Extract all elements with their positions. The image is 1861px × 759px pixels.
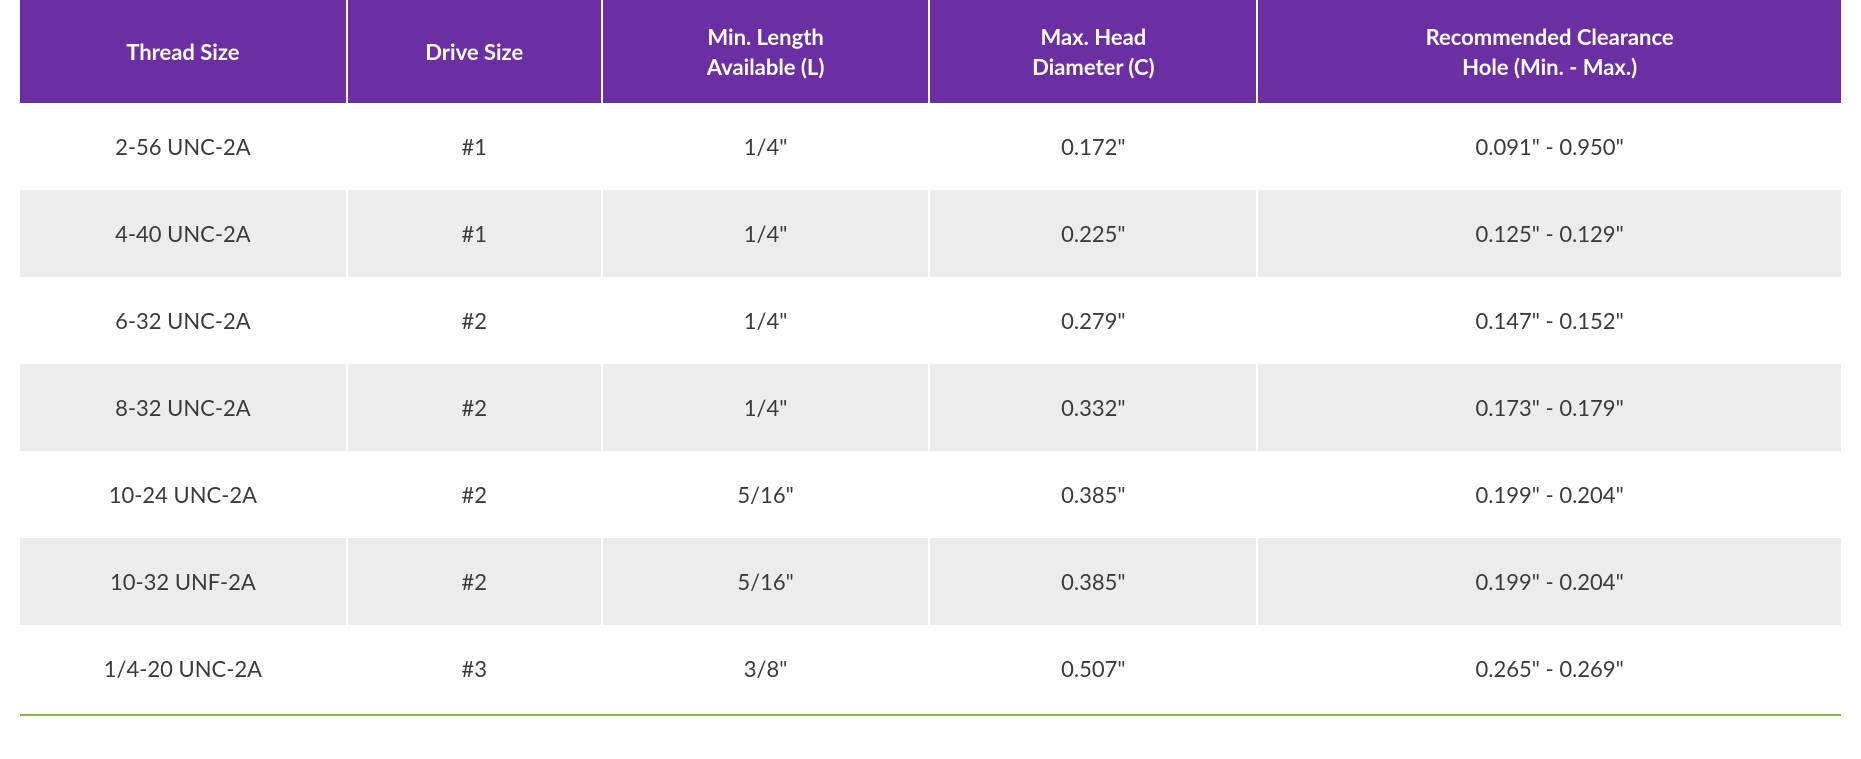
header-line: Hole (Min. - Max.) — [1272, 52, 1827, 82]
cell-thread-size: 8-32 UNC-2A — [20, 364, 348, 451]
header-min-length: Min. Length Available (L) — [603, 0, 931, 103]
cell-clearance-hole: 0.199" - 0.204" — [1258, 451, 1841, 538]
cell-clearance-hole: 0.091" - 0.950" — [1258, 103, 1841, 190]
cell-max-head-diameter: 0.385" — [930, 451, 1258, 538]
header-thread-size: Thread Size — [20, 0, 348, 103]
cell-max-head-diameter: 0.172" — [930, 103, 1258, 190]
cell-drive-size: #3 — [348, 625, 603, 712]
header-row: Thread Size Drive Size Min. Length Avail… — [20, 0, 1841, 103]
header-line: Max. Head — [944, 22, 1242, 52]
table-row: 2-56 UNC-2A #1 1/4" 0.172" 0.091" - 0.95… — [20, 103, 1841, 190]
cell-drive-size: #2 — [348, 451, 603, 538]
table-head: Thread Size Drive Size Min. Length Avail… — [20, 0, 1841, 103]
cell-min-length: 5/16" — [603, 538, 931, 625]
cell-min-length: 1/4" — [603, 364, 931, 451]
cell-drive-size: #2 — [348, 364, 603, 451]
cell-max-head-diameter: 0.332" — [930, 364, 1258, 451]
cell-max-head-diameter: 0.385" — [930, 538, 1258, 625]
cell-max-head-diameter: 0.225" — [930, 190, 1258, 277]
cell-clearance-hole: 0.147" - 0.152" — [1258, 277, 1841, 364]
cell-clearance-hole: 0.125" - 0.129" — [1258, 190, 1841, 277]
cell-thread-size: 10-32 UNF-2A — [20, 538, 348, 625]
cell-min-length: 1/4" — [603, 190, 931, 277]
header-line: Thread Size — [34, 37, 332, 67]
cell-thread-size: 4-40 UNC-2A — [20, 190, 348, 277]
cell-min-length: 1/4" — [603, 103, 931, 190]
cell-drive-size: #1 — [348, 190, 603, 277]
cell-min-length: 5/16" — [603, 451, 931, 538]
header-line: Drive Size — [362, 37, 587, 67]
header-clearance-hole: Recommended Clearance Hole (Min. - Max.) — [1258, 0, 1841, 103]
cell-drive-size: #2 — [348, 277, 603, 364]
cell-max-head-diameter: 0.507" — [930, 625, 1258, 712]
cell-min-length: 1/4" — [603, 277, 931, 364]
table-row: 4-40 UNC-2A #1 1/4" 0.225" 0.125" - 0.12… — [20, 190, 1841, 277]
header-line: Recommended Clearance — [1272, 22, 1827, 52]
table-row: 8-32 UNC-2A #2 1/4" 0.332" 0.173" - 0.17… — [20, 364, 1841, 451]
cell-thread-size: 6-32 UNC-2A — [20, 277, 348, 364]
header-drive-size: Drive Size — [348, 0, 603, 103]
header-line: Min. Length — [617, 22, 915, 52]
header-max-head-diameter: Max. Head Diameter (C) — [930, 0, 1258, 103]
table-row: 6-32 UNC-2A #2 1/4" 0.279" 0.147" - 0.15… — [20, 277, 1841, 364]
table-row: 10-24 UNC-2A #2 5/16" 0.385" 0.199" - 0.… — [20, 451, 1841, 538]
cell-clearance-hole: 0.199" - 0.204" — [1258, 538, 1841, 625]
header-line: Available (L) — [617, 52, 915, 82]
cell-thread-size: 10-24 UNC-2A — [20, 451, 348, 538]
cell-max-head-diameter: 0.279" — [930, 277, 1258, 364]
table-container: Thread Size Drive Size Min. Length Avail… — [0, 0, 1861, 716]
spec-table: Thread Size Drive Size Min. Length Avail… — [20, 0, 1841, 712]
cell-drive-size: #2 — [348, 538, 603, 625]
cell-clearance-hole: 0.265" - 0.269" — [1258, 625, 1841, 712]
table-row: 10-32 UNF-2A #2 5/16" 0.385" 0.199" - 0.… — [20, 538, 1841, 625]
footer-rule — [20, 714, 1841, 716]
cell-min-length: 3/8" — [603, 625, 931, 712]
cell-thread-size: 2-56 UNC-2A — [20, 103, 348, 190]
table-body: 2-56 UNC-2A #1 1/4" 0.172" 0.091" - 0.95… — [20, 103, 1841, 712]
cell-clearance-hole: 0.173" - 0.179" — [1258, 364, 1841, 451]
table-row: 1/4-20 UNC-2A #3 3/8" 0.507" 0.265" - 0.… — [20, 625, 1841, 712]
cell-thread-size: 1/4-20 UNC-2A — [20, 625, 348, 712]
cell-drive-size: #1 — [348, 103, 603, 190]
header-line: Diameter (C) — [944, 52, 1242, 82]
